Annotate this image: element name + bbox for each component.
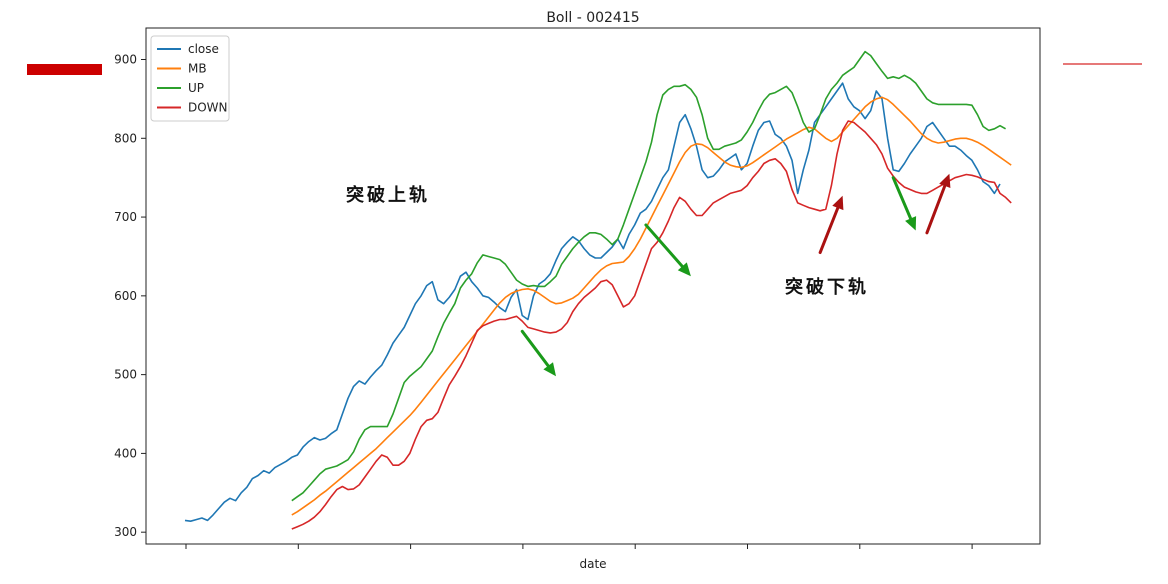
- legend-label-up: UP: [188, 81, 204, 95]
- legend: close MB UP DOWN: [150, 35, 230, 122]
- y-tick-label: 300: [114, 525, 137, 539]
- y-tick-label: 600: [114, 289, 137, 303]
- annotation-break-upper: 突破上轨: [346, 184, 430, 206]
- series-line-up: [291, 50, 1006, 502]
- annotation-arrow: [891, 176, 917, 231]
- y-tick-label: 800: [114, 131, 137, 145]
- legend-box: [150, 35, 230, 122]
- series-layer: [184, 50, 1012, 530]
- legend-label-close: close: [188, 42, 219, 56]
- annotation-break-lower: 突破下轨: [785, 276, 869, 298]
- arrow-layer: [520, 173, 951, 377]
- y-tick-label: 500: [114, 368, 137, 382]
- red-bar-marker: [27, 64, 102, 75]
- plot-frame: [145, 27, 1041, 545]
- series-line-close: [184, 82, 1001, 522]
- y-tick-label: 900: [114, 53, 137, 67]
- annotation-arrow: [925, 173, 951, 235]
- legend-label-down: DOWN: [188, 101, 228, 115]
- legend-label-mb: MB: [188, 62, 207, 76]
- series-line-down: [291, 120, 1012, 530]
- x-axis-ticks: [185, 544, 973, 549]
- y-tick-label: 700: [114, 210, 137, 224]
- y-tick-label: 400: [114, 446, 137, 460]
- x-axis-label: date: [579, 557, 606, 571]
- y-axis-ticks: 300 400 500 600 700 800 900: [114, 53, 146, 539]
- annotation-arrow: [520, 329, 556, 377]
- series-line-mb: [291, 96, 1012, 516]
- annotation-arrow: [818, 195, 844, 255]
- annotation-arrow: [644, 223, 691, 277]
- chart-title: Boll - 002415: [546, 10, 639, 26]
